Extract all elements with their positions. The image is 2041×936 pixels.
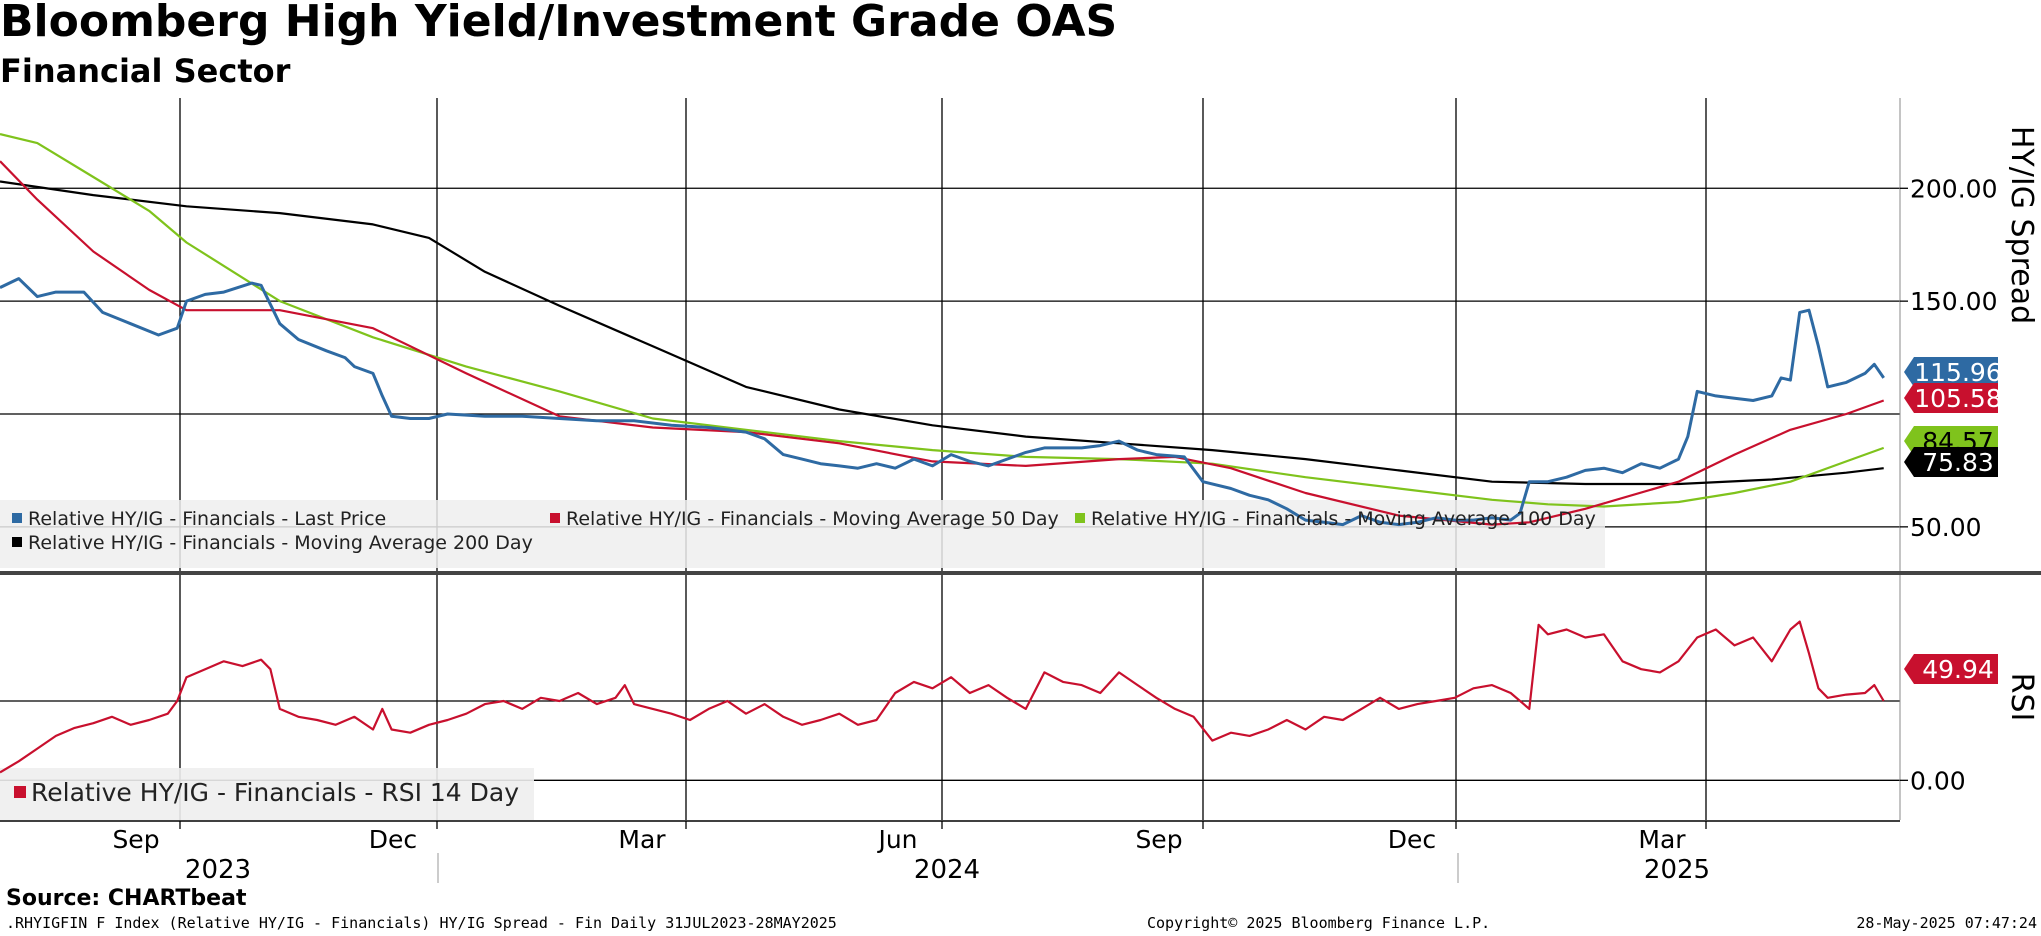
legend-swatch — [1075, 513, 1085, 523]
ticker-description: .RHYIGFIN F Index (Relative HY/IG - Fina… — [6, 914, 837, 932]
series-line-ma50 — [0, 160, 1885, 526]
legend-label: Relative HY/IG - Financials - Last Price — [28, 508, 386, 530]
timestamp: 28-May-2025 07:47:24 — [1856, 914, 2037, 932]
y-tick-label: 200.00 — [1910, 174, 1997, 203]
last-value-label: 75.83 — [1922, 448, 1994, 477]
y-tick-label: 50.00 — [1910, 513, 1982, 542]
y-axis-title: RSI — [2004, 673, 2039, 722]
copyright-note: Copyright© 2025 Bloomberg Finance L.P. — [1147, 914, 1491, 932]
last-value-label: 49.94 — [1922, 655, 1994, 684]
y-tick-label: 150.00 — [1910, 287, 1997, 316]
last-value-tag — [1904, 447, 1998, 477]
last-value-tag — [1904, 654, 1998, 684]
x-year-label: 2024 — [914, 855, 980, 885]
y-tick-label: 0.00 — [1910, 766, 1966, 795]
source-note: Source: CHARTbeat — [6, 886, 247, 911]
chart-subtitle: Financial Sector — [0, 52, 291, 90]
legend-label: Relative HY/IG - Financials - Moving Ave… — [1091, 508, 1596, 530]
x-tick-label: Mar — [1638, 825, 1686, 854]
legend-box — [0, 500, 1605, 568]
chart-title: Bloomberg High Yield/Investment Grade OA… — [0, 0, 1118, 47]
legend-label: Relative HY/IG - Financials - RSI 14 Day — [31, 778, 519, 807]
last-value-tag — [1904, 357, 1998, 387]
panel-spread: 200.00 150.00 50.00 HY/IG Spread Relative HY… — [0, 98, 2039, 572]
series-line-ma100 — [0, 133, 1885, 508]
legend-label: Relative HY/IG - Financials - Moving Ave… — [28, 532, 533, 554]
x-tick-label: Sep — [1135, 825, 1182, 854]
last-value-label: 105.58 — [1914, 384, 2001, 413]
x-year-label: 2023 — [185, 855, 251, 885]
legend-swatch — [14, 786, 26, 798]
x-tick-label: Dec — [369, 825, 417, 854]
last-value-label: 115.96 — [1914, 358, 2001, 387]
x-year-label: 2025 — [1644, 855, 1710, 885]
legend-swatch — [550, 513, 560, 523]
legend-box — [0, 768, 534, 820]
x-tick-label: Dec — [1388, 825, 1436, 854]
legend-swatch — [12, 537, 22, 547]
panel-rsi: 0.00 RSI Relative HY/IG - Financials - RSI… — [0, 574, 2039, 820]
y-axis-title: HY/IG Spread — [2004, 126, 2039, 324]
x-tick-label: Mar — [618, 825, 666, 854]
series-line-ma200 — [0, 180, 1884, 486]
series-line-last-price — [0, 277, 1885, 527]
x-tick-label: Jun — [876, 825, 917, 854]
series-line-rsi14 — [0, 620, 1885, 774]
legend-swatch — [12, 513, 22, 523]
legend-label: Relative HY/IG - Financials - Moving Ave… — [566, 508, 1059, 530]
x-tick-label: Sep — [112, 825, 159, 854]
last-value-tag — [1904, 383, 1998, 413]
